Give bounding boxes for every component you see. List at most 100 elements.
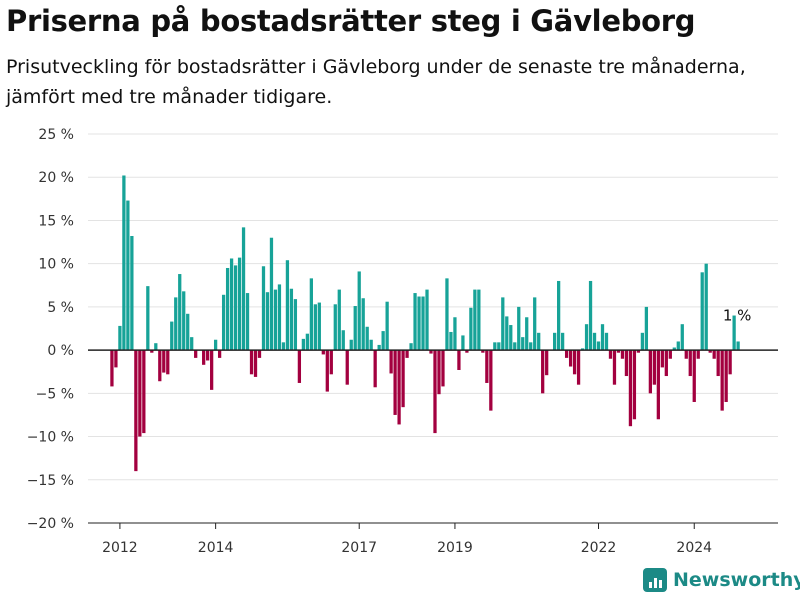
bar [568, 350, 573, 367]
y-tick-label: −20 % [27, 516, 74, 532]
bar [313, 304, 317, 351]
bar [293, 299, 298, 351]
bar [676, 341, 680, 351]
bar [309, 278, 313, 351]
bar [269, 237, 274, 351]
bar [728, 350, 732, 375]
bar [162, 350, 166, 373]
bar [353, 306, 357, 351]
bar [497, 342, 501, 351]
bar [704, 263, 708, 351]
bar [433, 350, 437, 434]
bar [501, 297, 505, 351]
bar [724, 350, 728, 402]
bar [217, 350, 222, 358]
bar [692, 350, 696, 402]
bar [525, 317, 529, 351]
bar [130, 236, 134, 351]
bar [261, 266, 266, 351]
bar [134, 350, 138, 472]
bar [580, 348, 585, 351]
bar [425, 289, 429, 351]
bar [178, 274, 182, 351]
bar [648, 350, 652, 394]
bar [521, 337, 525, 351]
bar [592, 332, 597, 351]
bar [429, 350, 433, 354]
bar [317, 302, 321, 351]
bar [712, 350, 716, 359]
bar [325, 350, 329, 392]
bar [620, 350, 625, 359]
bar [249, 350, 254, 375]
bar [453, 317, 457, 351]
bar [297, 350, 302, 383]
x-tick-label: 2017 [341, 540, 377, 556]
bar [182, 291, 186, 351]
bar [421, 296, 425, 351]
bar [341, 330, 345, 351]
bar [146, 286, 150, 351]
bar [229, 258, 234, 351]
bar [281, 342, 286, 351]
bar [301, 338, 306, 351]
bar [660, 350, 664, 368]
bar [377, 344, 381, 351]
bar [624, 350, 629, 377]
bar [560, 332, 565, 351]
bar [273, 289, 278, 351]
bar [696, 350, 700, 359]
bar [541, 350, 545, 394]
bar [664, 350, 668, 377]
bar [393, 350, 397, 415]
bar [708, 350, 712, 353]
bar [233, 265, 238, 351]
bar [213, 339, 218, 351]
bar [186, 313, 190, 351]
latest-value-label: 1 % [723, 306, 752, 324]
bar [640, 332, 645, 351]
bar [720, 350, 724, 411]
bar-chart-logo-icon [643, 568, 667, 592]
bar [409, 343, 413, 351]
newsworthy-logo[interactable]: Newsworthy [643, 568, 800, 592]
chart-subtitle: Prisutveckling för bostadsrätter i Gävle… [6, 56, 746, 108]
bar [305, 333, 309, 351]
bar [225, 267, 230, 351]
y-tick-label: −10 % [27, 430, 74, 446]
bar [194, 350, 198, 358]
bar [289, 288, 294, 351]
bar [553, 332, 557, 351]
bar [150, 350, 154, 353]
bar [210, 350, 214, 390]
bar [596, 341, 601, 351]
bar [652, 350, 656, 385]
bar [604, 332, 609, 351]
bar [349, 339, 353, 351]
bar [632, 350, 637, 420]
bar [221, 294, 226, 351]
y-tick-label: −15 % [27, 473, 74, 489]
bar [206, 350, 210, 361]
x-tick-label: 2012 [102, 540, 138, 556]
bar [473, 289, 477, 351]
bar [736, 341, 740, 351]
bar [481, 350, 485, 353]
bar [381, 331, 385, 351]
bar [369, 339, 373, 351]
x-tick-label: 2022 [581, 540, 617, 556]
bar [529, 342, 533, 351]
bar [584, 324, 589, 351]
bar [716, 350, 720, 377]
bar [636, 350, 641, 353]
bars [110, 175, 740, 472]
bar [612, 350, 617, 385]
y-axis-ticks: −20 % −15 % −10 % −5 % 0 % 5 % 10 % 15 % 20 % 25 … [27, 127, 74, 532]
bar [700, 272, 704, 351]
bar [357, 271, 361, 351]
x-tick-label: 2014 [198, 540, 234, 556]
bar [672, 347, 676, 351]
brand-name: Newsworthy [673, 569, 800, 591]
bar [517, 306, 521, 351]
bar [321, 350, 325, 355]
